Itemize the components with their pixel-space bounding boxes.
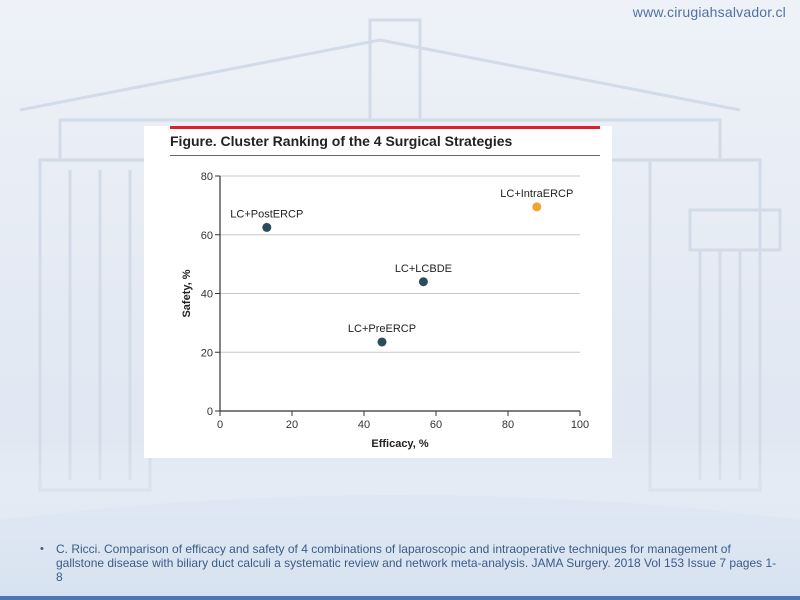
data-point-label: LC+PostERCP: [230, 208, 303, 220]
x-tick-label: 0: [217, 419, 223, 431]
figure-title-divider: [170, 155, 600, 156]
y-axis-title: Safety, %: [181, 269, 193, 317]
x-tick-label: 60: [430, 419, 442, 431]
y-tick-label: 80: [201, 171, 213, 183]
reference-citation: • C. Ricci. Comparison of efficacy and s…: [40, 542, 778, 584]
x-tick-label: 20: [286, 419, 298, 431]
scatter-chart: 0 20 40 60 80 0 20 40 60 80 100 Efficacy, % Safety, …: [181, 171, 589, 450]
x-tick-label: 40: [358, 419, 370, 431]
data-point: [532, 202, 542, 212]
data-point-label: LC+IntraERCP: [500, 188, 573, 200]
data-point-label: LC+LCBDE: [395, 263, 452, 275]
y-tick-label: 20: [201, 347, 213, 359]
reference-text: C. Ricci. Comparison of efficacy and saf…: [56, 542, 777, 584]
x-tick-label: 80: [502, 419, 514, 431]
bullet-icon: •: [40, 543, 44, 555]
data-point-label: LC+PreERCP: [348, 323, 416, 335]
figure-title: Figure. Cluster Ranking of the 4 Surgica…: [170, 133, 513, 149]
y-tick-label: 40: [201, 289, 213, 301]
data-point: [262, 222, 272, 232]
site-url: www.cirugiahsalvador.cl: [632, 4, 786, 20]
figure-panel: Figure. Cluster Ranking of the 4 Surgica…: [144, 126, 612, 458]
y-tick-label: 0: [207, 406, 213, 418]
figure-top-rule: [170, 126, 600, 129]
data-point: [418, 277, 428, 287]
x-tick-label: 100: [571, 419, 589, 431]
data-point: [377, 337, 387, 347]
x-axis-title: Efficacy, %: [371, 438, 428, 450]
y-tick-label: 60: [201, 230, 213, 242]
